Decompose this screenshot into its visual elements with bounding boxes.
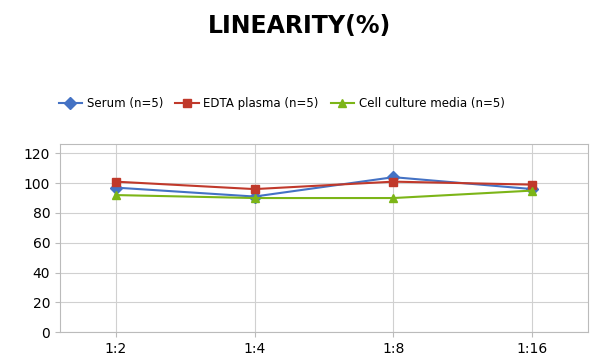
- Line: EDTA plasma (n=5): EDTA plasma (n=5): [112, 178, 536, 193]
- EDTA plasma (n=5): [390, 179, 397, 184]
- Line: Serum (n=5): Serum (n=5): [112, 173, 536, 201]
- EDTA plasma (n=5): [529, 182, 536, 187]
- Serum (n=5): [251, 194, 258, 199]
- Text: LINEARITY(%): LINEARITY(%): [208, 14, 392, 38]
- Cell culture media (n=5): [112, 193, 119, 197]
- Cell culture media (n=5): [251, 196, 258, 200]
- Cell culture media (n=5): [529, 188, 536, 193]
- Serum (n=5): [529, 187, 536, 191]
- EDTA plasma (n=5): [112, 179, 119, 184]
- EDTA plasma (n=5): [251, 187, 258, 191]
- Serum (n=5): [112, 186, 119, 190]
- Legend: Serum (n=5), EDTA plasma (n=5), Cell culture media (n=5): Serum (n=5), EDTA plasma (n=5), Cell cul…: [54, 92, 509, 115]
- Line: Cell culture media (n=5): Cell culture media (n=5): [112, 186, 536, 202]
- Cell culture media (n=5): [390, 196, 397, 200]
- Serum (n=5): [390, 175, 397, 179]
